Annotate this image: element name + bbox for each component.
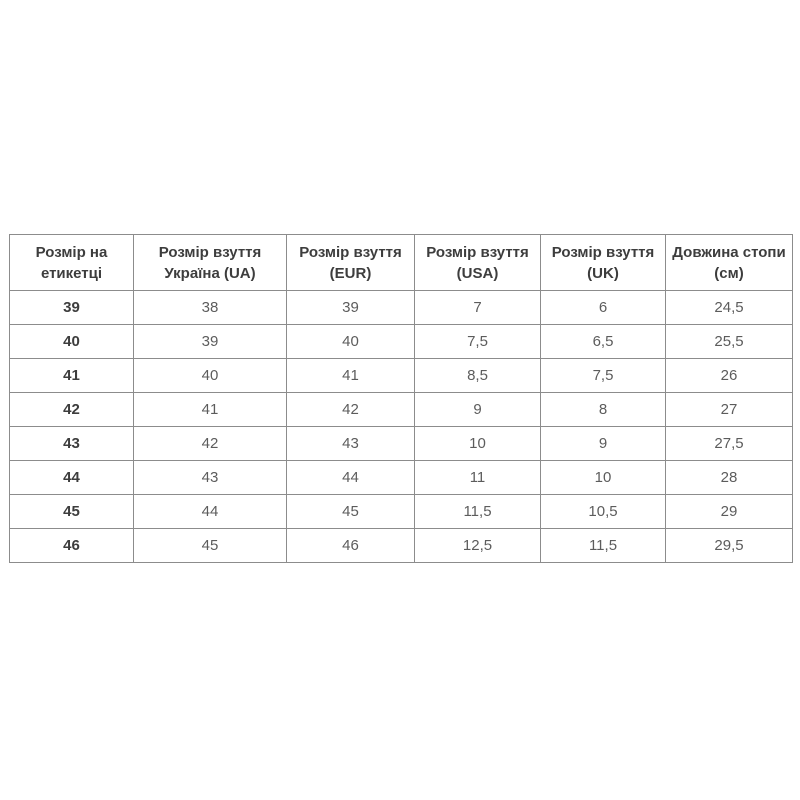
table-cell: 42 [286,392,415,427]
table-header: Розмір на етикетці Розмір взуття Україна … [9,234,793,291]
table-row: 42 41 42 9 8 27 [9,392,793,427]
table-cell: 45 [133,528,287,563]
table-cell: 11,5 [540,528,666,563]
table-cell: 11 [414,460,541,495]
table-cell: 27 [665,392,793,427]
table-cell: 12,5 [414,528,541,563]
table-cell: 43 [133,460,287,495]
label-size-cell: 45 [9,494,134,529]
table-cell: 10 [414,426,541,461]
table-cell: 41 [286,358,415,393]
table-cell: 39 [286,290,415,325]
table-cell: 41 [133,392,287,427]
column-header: Розмір на етикетці [9,234,134,291]
table-cell: 6 [540,290,666,325]
table-cell: 44 [286,460,415,495]
table-cell: 6,5 [540,324,666,359]
column-header: Довжина стопи (см) [665,234,793,291]
label-size-cell: 44 [9,460,134,495]
column-header: Розмір взуття Україна (UA) [133,234,287,291]
table-cell: 8,5 [414,358,541,393]
table-cell: 29 [665,494,793,529]
table-cell: 7,5 [414,324,541,359]
table-cell: 38 [133,290,287,325]
table-cell: 44 [133,494,287,529]
column-header: Розмір взуття (UK) [540,234,666,291]
table-cell: 46 [286,528,415,563]
label-size-cell: 42 [9,392,134,427]
label-size-cell: 41 [9,358,134,393]
table-cell: 24,5 [665,290,793,325]
label-size-cell: 39 [9,290,134,325]
table-row: 39 38 39 7 6 24,5 [9,290,793,325]
table-cell: 8 [540,392,666,427]
table-cell: 7,5 [540,358,666,393]
table-cell: 9 [540,426,666,461]
table-row: 46 45 46 12,5 11,5 29,5 [9,528,793,563]
label-size-cell: 43 [9,426,134,461]
table-body: 39 38 39 7 6 24,5 40 39 40 7,5 6,5 25,5 41 40 41 8,5 7,5… [9,290,793,563]
table-cell: 27,5 [665,426,793,461]
shoe-size-conversion-table: Розмір на етикетці Розмір взуття Україна … [9,234,793,563]
table-cell: 7 [414,290,541,325]
table-cell: 29,5 [665,528,793,563]
table-cell: 40 [133,358,287,393]
table-row: 43 42 43 10 9 27,5 [9,426,793,461]
table-cell: 28 [665,460,793,495]
table-cell: 39 [133,324,287,359]
table-cell: 42 [133,426,287,461]
table-row: 40 39 40 7,5 6,5 25,5 [9,324,793,359]
table-cell: 45 [286,494,415,529]
table-row: 44 43 44 11 10 28 [9,460,793,495]
table-cell: 10 [540,460,666,495]
table-cell: 11,5 [414,494,541,529]
table-cell: 26 [665,358,793,393]
label-size-cell: 40 [9,324,134,359]
label-size-cell: 46 [9,528,134,563]
table-cell: 43 [286,426,415,461]
table-cell: 25,5 [665,324,793,359]
column-header: Розмір взуття (EUR) [286,234,415,291]
header-row: Розмір на етикетці Розмір взуття Україна … [9,234,793,291]
table-cell: 40 [286,324,415,359]
table-cell: 9 [414,392,541,427]
table-row: 41 40 41 8,5 7,5 26 [9,358,793,393]
table-cell: 10,5 [540,494,666,529]
column-header: Розмір взуття (USA) [414,234,541,291]
table-row: 45 44 45 11,5 10,5 29 [9,494,793,529]
